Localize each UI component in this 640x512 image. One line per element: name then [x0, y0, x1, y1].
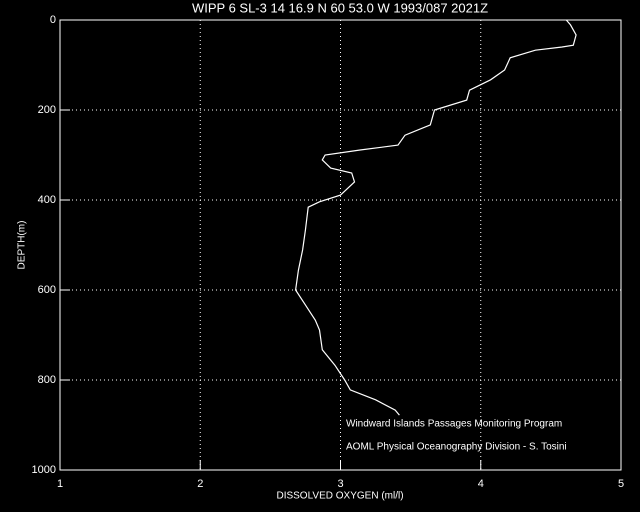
y-tick-label: 0: [50, 14, 56, 26]
x-tick-label: 2: [197, 478, 203, 490]
y-tick-label: 600: [38, 284, 56, 296]
y-tick-label: 800: [38, 374, 56, 386]
x-tick-label: 4: [478, 478, 484, 490]
chart-title: WIPP 6 SL-3 14 16.9 N 60 53.0 W 1993/087…: [192, 0, 488, 15]
y-tick-label: 1000: [32, 464, 56, 476]
y-tick-label: 400: [38, 194, 56, 206]
profile-line: [294, 19, 577, 416]
x-axis-label: DISSOLVED OXYGEN (ml/l): [276, 491, 403, 502]
x-tick-label: 3: [337, 478, 343, 490]
x-tick-label: 5: [618, 478, 624, 490]
annotation: Windward Islands Passages Monitoring Pro…: [346, 419, 562, 430]
y-axis-label: DEPTH(m): [17, 221, 28, 270]
x-tick-label: 1: [57, 478, 63, 490]
annotation: AOML Physical Oceanography Division - S.…: [346, 442, 567, 453]
y-tick-label: 200: [38, 104, 56, 116]
